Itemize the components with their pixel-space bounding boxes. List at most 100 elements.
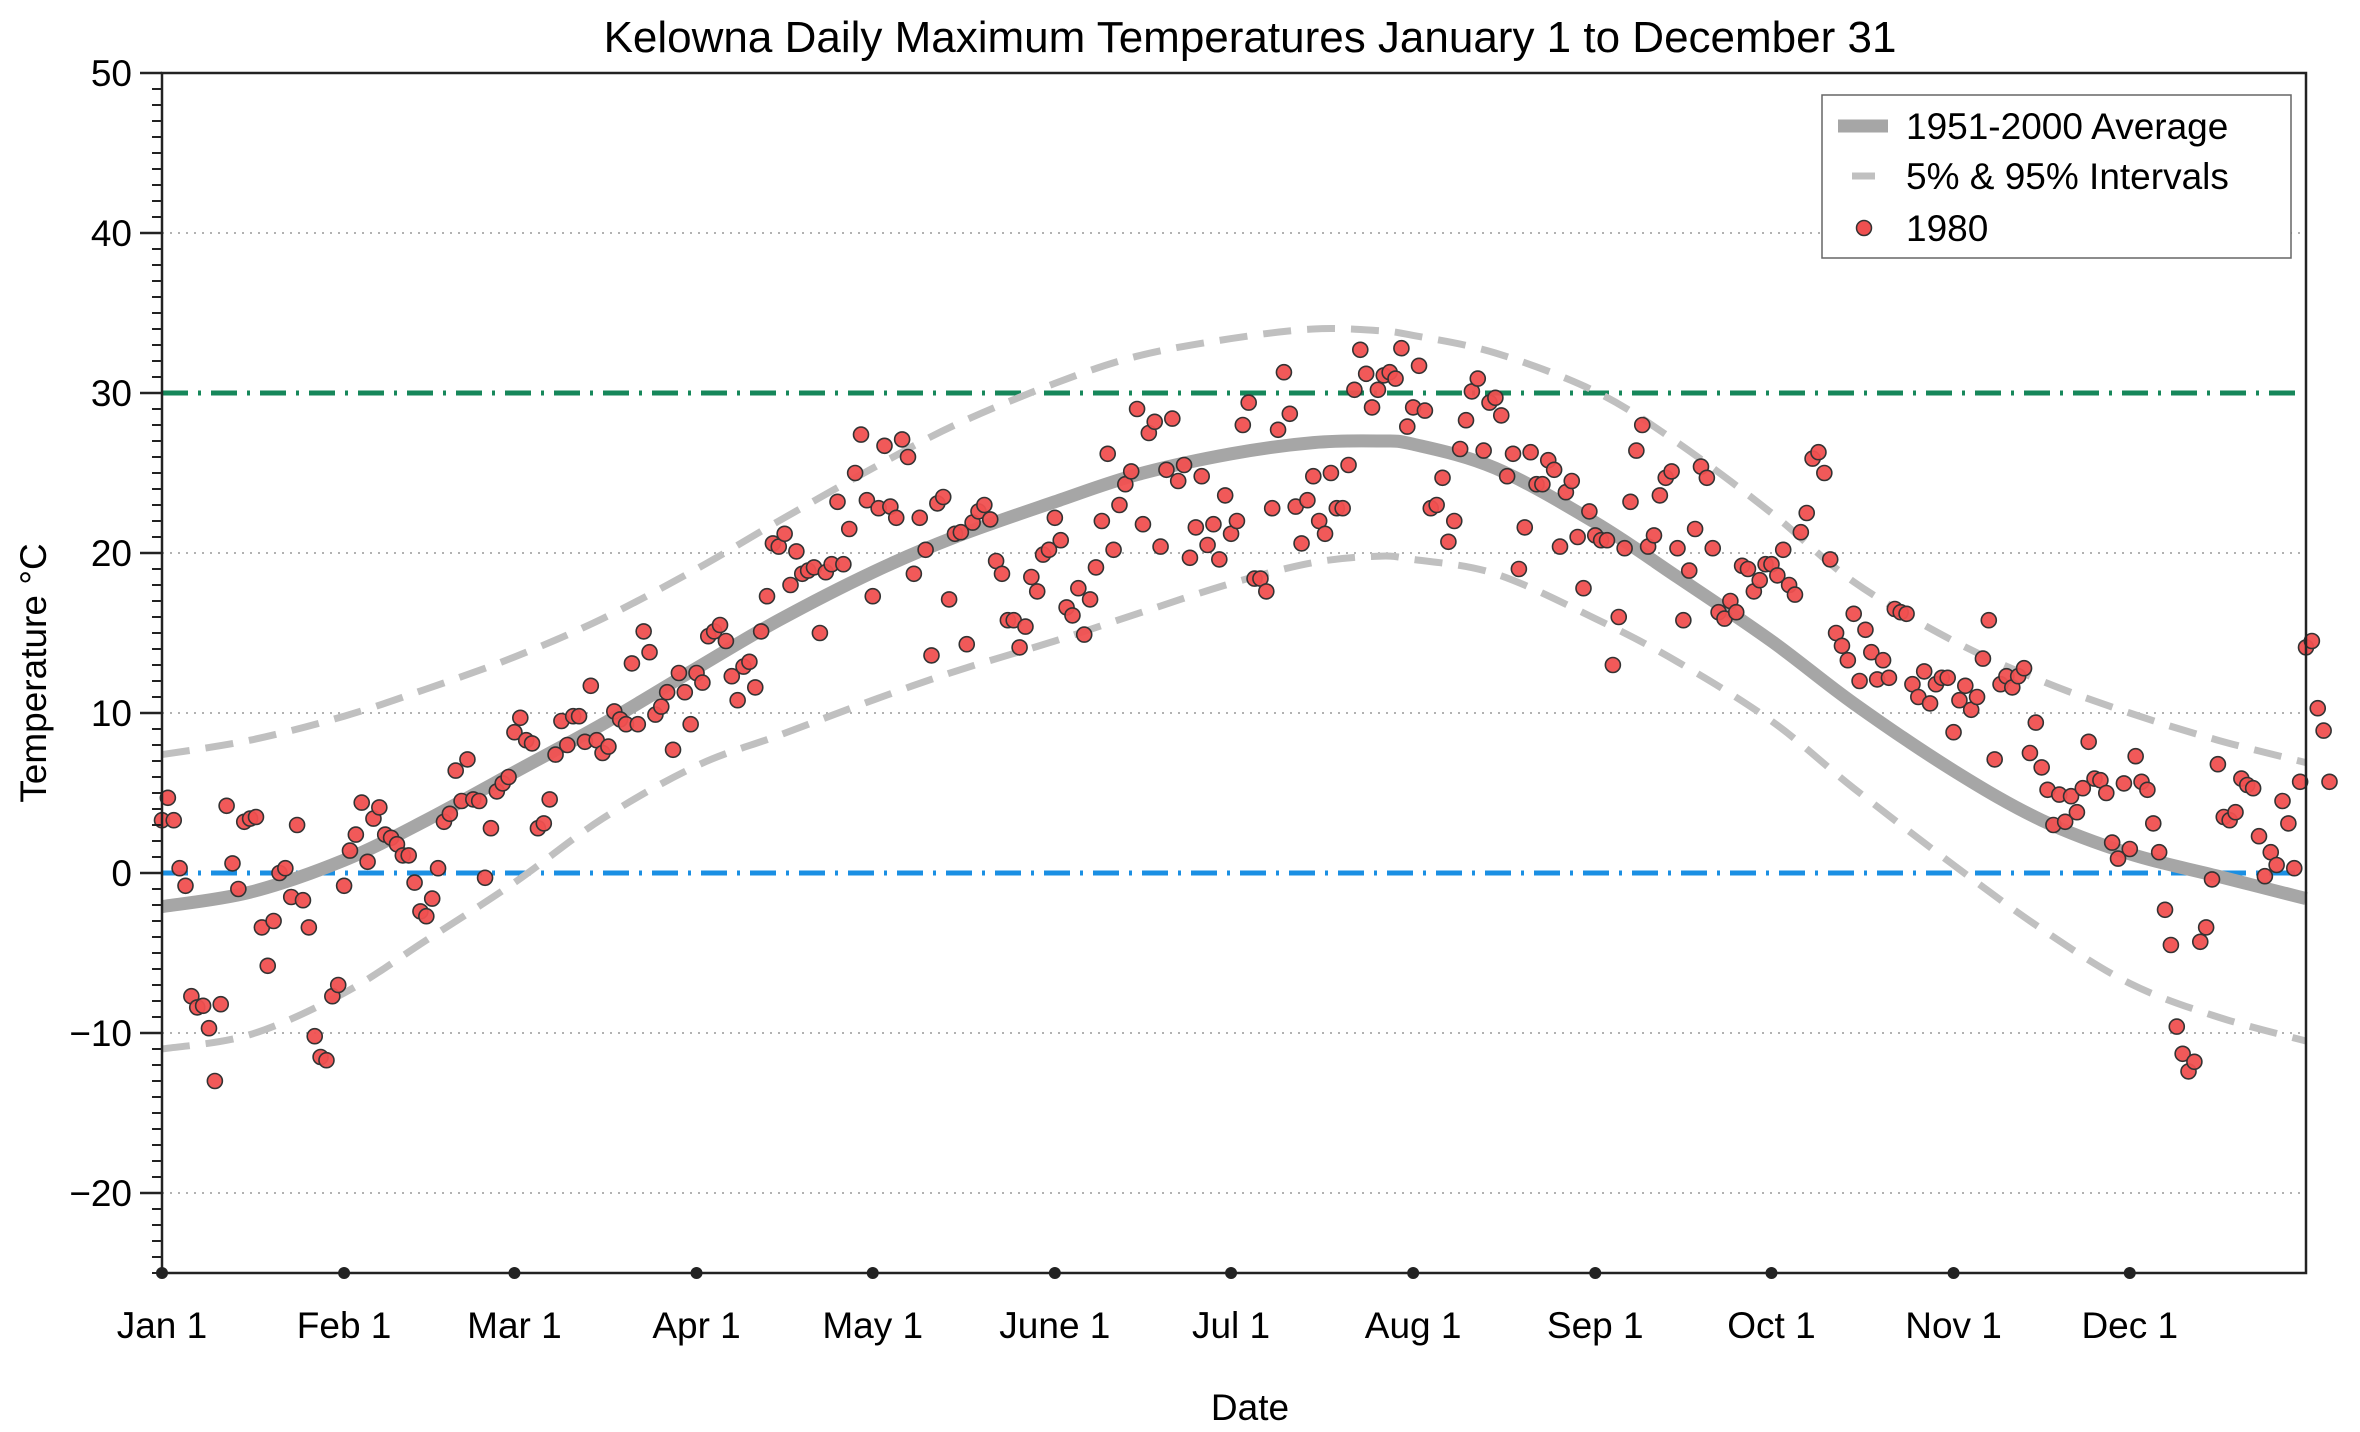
point-1980: [1099, 445, 1117, 463]
point-1980: [1939, 669, 1956, 687]
y-tick-label: 0: [111, 853, 132, 894]
point-1980: [1357, 365, 1375, 383]
point-1980: [1792, 523, 1810, 541]
point-1980: [1769, 567, 1786, 584]
point-1980: [1234, 416, 1252, 434]
point-1980: [200, 1019, 218, 1037]
y-tick-label: 10: [91, 693, 132, 734]
point-1980: [165, 811, 183, 829]
x-axis-label: Date: [1211, 1387, 1289, 1428]
point-1980: [159, 789, 177, 807]
point-1980: [1228, 512, 1246, 530]
point-1980: [1945, 723, 1962, 741]
point-1980: [1046, 509, 1064, 527]
point-1980: [1986, 751, 2003, 768]
point-1980: [1070, 579, 1087, 597]
x-tick-marker: [1407, 1267, 1420, 1279]
point-1980: [559, 736, 576, 754]
point-1980: [1122, 463, 1140, 480]
point-1980: [1704, 539, 1722, 557]
point-1980: [1669, 539, 1686, 557]
point-1980: [230, 880, 247, 898]
point-1980: [741, 653, 758, 671]
point-1980: [893, 431, 911, 448]
point-1980: [940, 591, 958, 608]
y-axis: −20 −10 0 10 20 30 40 50: [69, 53, 162, 1274]
point-1980: [752, 623, 770, 640]
point-1980: [1240, 394, 1257, 411]
point-1980: [1011, 639, 1028, 656]
point-1980: [447, 762, 464, 779]
legend-label-1980: 1980: [1906, 208, 1988, 249]
point-1980: [1281, 405, 1299, 423]
point-1980: [1023, 568, 1040, 586]
x-tick-marker: [338, 1267, 351, 1279]
point-1980: [523, 735, 541, 752]
point-1980: [2015, 659, 2033, 677]
reference-lines: [162, 390, 2306, 876]
point-1980: [2256, 867, 2274, 885]
point-1980: [318, 1051, 335, 1069]
point-1980: [1193, 467, 1210, 485]
point-1980: [406, 874, 423, 891]
point-1980: [852, 426, 870, 443]
point-1980: [1111, 496, 1128, 514]
point-1980: [353, 794, 371, 811]
point-1980: [1093, 512, 1111, 530]
point-1980: [1175, 456, 1193, 474]
point-1980: [676, 683, 694, 701]
point-1980: [2274, 792, 2291, 810]
point-1980: [429, 859, 447, 877]
point-1980: [711, 616, 729, 634]
point-1980: [470, 792, 488, 810]
point-1980: [1393, 339, 1410, 357]
scatter-points: [153, 339, 2338, 1090]
point-1980: [1845, 605, 1863, 623]
point-1980: [459, 751, 476, 768]
x-tick-marker: [1765, 1267, 1778, 1279]
point-1980: [2021, 744, 2039, 762]
point-1980: [1516, 519, 1534, 536]
point-1980: [623, 655, 641, 672]
point-1980: [1334, 499, 1351, 517]
point-1980: [500, 768, 517, 786]
point-1980: [658, 683, 676, 701]
curves: [160, 325, 2308, 1053]
point-1980: [2321, 773, 2338, 791]
point-1980: [1921, 695, 1939, 712]
point-1980: [976, 496, 993, 514]
x-tick-marker: [508, 1267, 521, 1279]
point-1980: [858, 491, 876, 509]
point-1980: [1211, 551, 1228, 568]
point-1980: [1727, 603, 1745, 621]
point-1980: [1604, 656, 1622, 674]
x-tick-label: Mar 1: [467, 1305, 562, 1346]
point-1980: [1017, 618, 1034, 635]
point-1980: [635, 623, 652, 640]
x-tick-label: Oct 1: [1727, 1305, 1815, 1346]
point-1980: [1563, 472, 1581, 490]
point-1980: [1105, 541, 1122, 559]
point-1980: [2103, 834, 2121, 851]
point-1980: [1581, 503, 1598, 520]
point-1980: [1821, 551, 1839, 568]
point-1980: [788, 543, 805, 560]
point-1980: [1957, 677, 1974, 695]
point-1980: [277, 859, 294, 877]
point-1980: [1751, 571, 1769, 589]
x-tick-marker: [1947, 1267, 1960, 1279]
point-1980: [1369, 381, 1387, 399]
point-1980: [247, 808, 265, 826]
point-1980: [1839, 651, 1857, 669]
x-tick-marker: [156, 1267, 168, 1279]
point-1980: [1569, 528, 1586, 546]
point-1980: [482, 819, 500, 837]
average-line: [160, 434, 2308, 914]
point-1980: [670, 664, 688, 682]
point-1980: [2285, 859, 2303, 877]
upper-95-interval-line: [161, 325, 2307, 766]
point-1980: [1522, 443, 1539, 461]
y-tick-label: −10: [69, 1013, 132, 1054]
point-1980: [171, 859, 188, 877]
point-1980: [359, 853, 376, 871]
